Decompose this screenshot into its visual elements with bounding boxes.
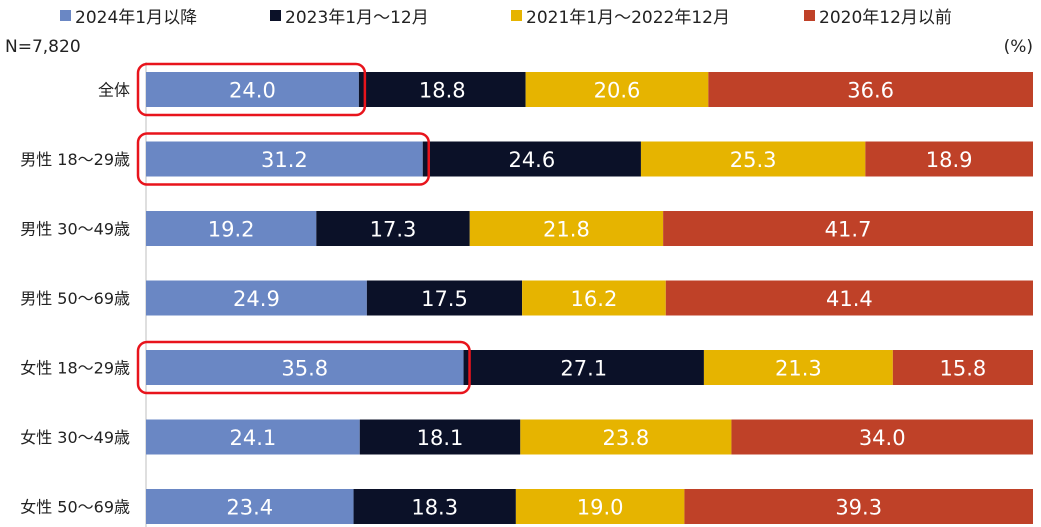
legend-item: 2020年12月以前 [804,3,952,28]
bar-segment [703,350,893,385]
category-label: 女性 30～49歳 [20,428,130,447]
bar-segment [422,141,641,177]
bar-segment [892,350,1033,385]
data-label: 21.8 [543,218,590,242]
legend-swatch [270,10,281,21]
data-label: 19.0 [577,496,624,520]
bar-segment [146,72,359,107]
data-label: 27.1 [560,357,607,381]
bar-segment [316,211,470,246]
data-label: 15.8 [940,357,987,381]
highlight-frame [136,340,471,395]
bar-segment [359,419,521,455]
data-label: 18.9 [926,148,973,172]
data-label: 18.3 [411,496,458,520]
category-label: 男性 30～49歳 [20,220,130,239]
data-label: 23.8 [602,426,649,450]
bar-segment [146,280,367,316]
bar-segment [515,489,685,524]
data-label: 36.6 [847,79,894,103]
category-label: 全体 [98,81,130,100]
data-label: 41.4 [826,287,873,311]
data-label: 17.5 [421,287,468,311]
legend-item: 2024年1月以降 [60,3,197,28]
bar-segment [146,419,360,455]
bar-segment [865,141,1033,177]
category-label: 男性 18～29歳 [20,150,130,169]
highlight-frame [136,62,367,117]
bar-segment [640,141,866,177]
data-label: 35.8 [281,357,328,381]
data-label: 41.7 [825,218,872,242]
bar-segment [731,419,1033,455]
data-label: 21.3 [775,357,822,381]
bar-segment [663,211,1033,246]
data-label: 18.8 [419,79,466,103]
bar-segment [520,419,732,455]
data-label: 34.0 [859,426,906,450]
unit-label: (%) [1003,37,1033,57]
bar-segment [708,72,1033,107]
data-label: 17.3 [370,218,417,242]
bar-segment [684,489,1033,524]
category-label: 男性 50～69歳 [20,289,130,308]
bar-segment [146,211,317,246]
data-label: 19.2 [208,218,255,242]
bar-segment [146,489,354,524]
bar-segment [463,350,704,385]
data-label: 18.1 [417,426,464,450]
sample-size-label: N=7,820 [5,37,81,57]
data-label: 24.9 [233,287,280,311]
bar-segment [665,280,1033,316]
data-label: 16.2 [571,287,618,311]
data-label: 39.3 [835,496,882,520]
legend-swatch [60,10,71,21]
data-label: 23.4 [226,496,273,520]
bar-segment [469,211,664,246]
highlight-frame [136,132,430,186]
legend-label: 2023年1月～12月 [285,8,429,28]
legend-label: 2021年1月～2022年12月 [526,8,730,28]
bar-segment [358,72,526,107]
legend-item: 2023年1月～12月 [270,3,429,28]
data-label: 24.0 [229,79,276,103]
bar-segment [525,72,709,107]
bar-segment [353,489,516,524]
category-label: 女性 50～69歳 [20,498,130,517]
legend-label: 2024年1月以降 [75,8,198,28]
bar-segment [146,350,464,385]
bar-segment [366,280,523,316]
legend-label: 2020年12月以前 [819,8,952,28]
data-label: 20.6 [594,79,641,103]
data-label: 31.2 [261,148,308,172]
data-label: 24.1 [230,426,277,450]
legend-item: 2021年1月～2022年12月 [511,3,730,28]
legend-swatch [511,10,522,21]
bar-segment [522,280,666,316]
data-label: 25.3 [730,148,777,172]
category-label: 女性 18～29歳 [20,359,130,378]
bar-segment [146,141,423,177]
legend-swatch [804,10,815,21]
data-label: 24.6 [508,148,555,172]
